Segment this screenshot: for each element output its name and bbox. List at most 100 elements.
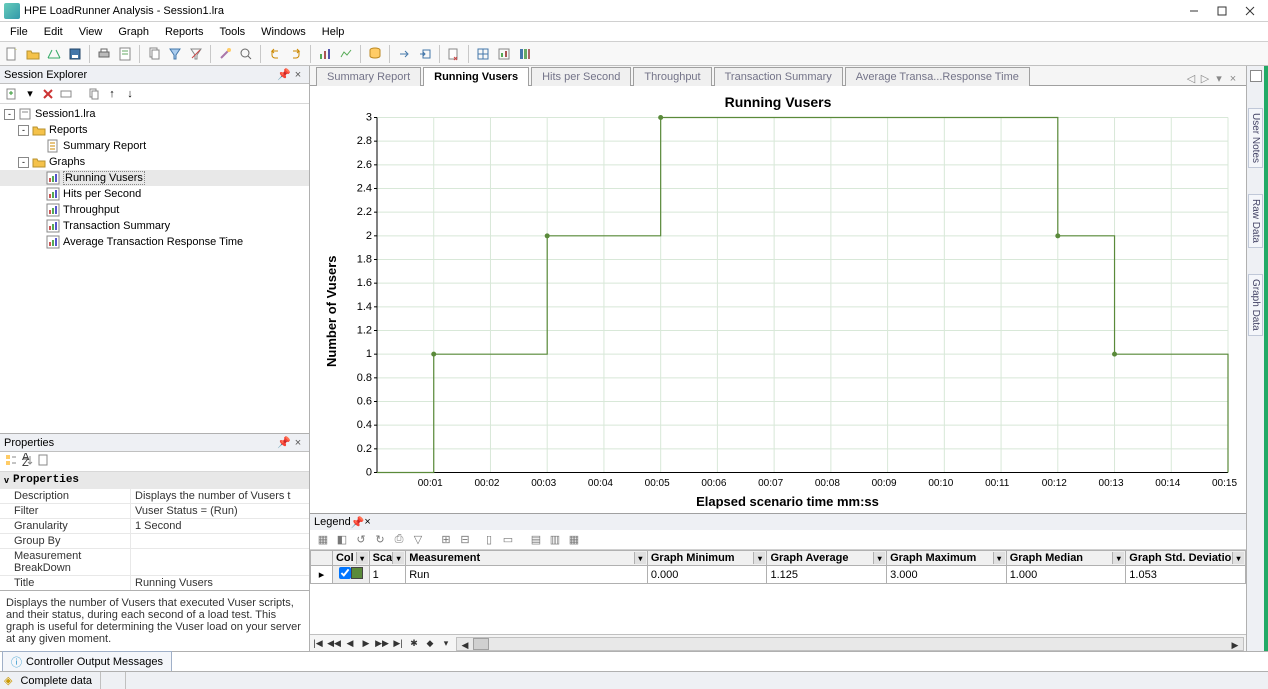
session-tree[interactable]: -Session1.lra-ReportsSummary Report-Grap… (0, 104, 309, 433)
prop-page-icon[interactable] (36, 453, 50, 470)
dropdown-icon[interactable]: ▾ (1112, 552, 1124, 564)
up-arrow-icon[interactable]: ↑ (104, 86, 120, 102)
dropdown-icon[interactable]: ▾ (993, 552, 1005, 564)
legend-col-header[interactable]: Col▾ (332, 551, 369, 566)
categorize-icon[interactable] (4, 453, 18, 470)
tab-running-vusers[interactable]: Running Vusers (423, 67, 529, 86)
tab-average-transa-response-time[interactable]: Average Transa...Response Time (845, 67, 1030, 86)
arrow-right-icon[interactable] (394, 44, 414, 64)
menu-view[interactable]: View (71, 24, 111, 40)
legend-tool-icon[interactable]: ⊞ (437, 531, 455, 549)
open-folder-icon[interactable] (23, 44, 43, 64)
legend-tool-icon[interactable]: ▯ (480, 531, 498, 549)
star-icon[interactable]: ✱ (406, 636, 422, 652)
legend-col-header[interactable]: Graph Maximum▾ (887, 551, 1007, 566)
dropdown-icon[interactable]: ▾ (753, 552, 765, 564)
legend-col-header[interactable]: Graph Median▾ (1006, 551, 1126, 566)
close-icon[interactable]: × (291, 69, 305, 81)
menu-help[interactable]: Help (314, 24, 353, 40)
close-icon[interactable]: × (291, 437, 305, 449)
legend-col-header[interactable]: Measurement▾ (406, 551, 648, 566)
expander-icon[interactable]: - (18, 157, 29, 168)
rail-toggle-icon[interactable] (1250, 70, 1262, 82)
menu-edit[interactable]: Edit (36, 24, 71, 40)
legend-tool-icon[interactable]: ↻ (371, 531, 389, 549)
first-icon[interactable]: |◀ (310, 636, 326, 652)
tree-graph-item[interactable]: Throughput (0, 202, 309, 218)
bookmark-icon[interactable]: ◆ (422, 636, 438, 652)
tab-transaction-summary[interactable]: Transaction Summary (714, 67, 843, 86)
dropdown-icon[interactable]: ▾ (22, 86, 38, 102)
legend-col-header[interactable]: Graph Average▾ (767, 551, 887, 566)
tree-report-item[interactable]: Summary Report (0, 138, 309, 154)
pin-icon[interactable]: 📌 (351, 516, 365, 529)
undo-icon[interactable] (265, 44, 285, 64)
property-row[interactable]: FilterVuser Status = (Run) (0, 503, 309, 518)
legend-col-header[interactable]: Graph Std. Deviation▾ (1126, 551, 1246, 566)
redo-icon[interactable] (286, 44, 306, 64)
add-icon[interactable] (4, 86, 20, 102)
copy-icon[interactable] (144, 44, 164, 64)
tree-graph-item[interactable]: Running Vusers (0, 170, 309, 186)
maximize-button[interactable] (1208, 2, 1236, 20)
menu-tools[interactable]: Tools (211, 24, 253, 40)
property-row[interactable]: DescriptionDisplays the number of Vusers… (0, 488, 309, 503)
legend-tool-icon[interactable]: ⎙ (390, 531, 408, 549)
dropdown-icon[interactable]: ▾ (438, 636, 454, 652)
legend-col-header[interactable]: Graph Minimum▾ (647, 551, 767, 566)
db-icon[interactable] (365, 44, 385, 64)
legend-tool-icon[interactable]: ▦ (314, 531, 332, 549)
pin-icon[interactable]: 📌 (277, 436, 291, 449)
dropdown-icon[interactable]: ▾ (634, 552, 646, 564)
wand-icon[interactable] (215, 44, 235, 64)
legend-tool-icon[interactable]: ↺ (352, 531, 370, 549)
tab-close-icon[interactable]: × (1226, 73, 1240, 85)
funnel-icon[interactable]: ▽ (409, 531, 427, 549)
tree-graph-item[interactable]: Hits per Second (0, 186, 309, 202)
delete-icon[interactable] (40, 86, 56, 102)
next-page-icon[interactable]: ▶▶ (374, 636, 390, 652)
legend-tool-icon[interactable]: ◧ (333, 531, 351, 549)
controller-output-tab[interactable]: ⓘ Controller Output Messages (2, 651, 172, 673)
legend-tool-icon[interactable]: ▥ (546, 531, 564, 549)
legend-row[interactable]: ▸1Run0.0001.1253.0001.0001.053 (311, 566, 1246, 584)
legend-tool-icon[interactable]: ▦ (565, 531, 583, 549)
export-icon[interactable] (444, 44, 464, 64)
legend-tool-icon[interactable]: ▭ (499, 531, 517, 549)
record-navigator[interactable]: |◀ ◀◀ ◀ ▶ ▶▶ ▶| ✱ ◆ ▾ ◀▶ (310, 634, 1246, 652)
expander-icon[interactable]: - (4, 109, 15, 120)
dropdown-icon[interactable]: ▾ (1232, 552, 1244, 564)
rail-user-notes[interactable]: User Notes (1248, 108, 1263, 168)
sort-az-icon[interactable]: AZ (20, 453, 34, 470)
new-icon[interactable] (2, 44, 22, 64)
stats-icon[interactable] (494, 44, 514, 64)
copy-node-icon[interactable] (86, 86, 102, 102)
property-row[interactable]: Granularity1 Second (0, 518, 309, 533)
tab-menu-icon[interactable]: ▾ (1212, 72, 1226, 85)
dropdown-icon[interactable]: ▾ (873, 552, 885, 564)
tab-throughput[interactable]: Throughput (633, 67, 711, 86)
property-row[interactable]: TitleRunning Vusers (0, 575, 309, 590)
tree-session[interactable]: -Session1.lra (0, 106, 309, 122)
tab-next-icon[interactable]: ▷ (1198, 72, 1212, 85)
tab-prev-icon[interactable]: ◁ (1184, 72, 1198, 85)
rail-raw-data[interactable]: Raw Data (1248, 194, 1263, 248)
h-scrollbar[interactable]: ◀▶ (456, 637, 1244, 651)
tab-hits-per-second[interactable]: Hits per Second (531, 67, 631, 86)
legend-tool-icon[interactable]: ⊟ (456, 531, 474, 549)
close-icon[interactable]: × (364, 516, 370, 528)
menu-file[interactable]: File (2, 24, 36, 40)
report-icon[interactable] (115, 44, 135, 64)
arrow-window-icon[interactable] (415, 44, 435, 64)
legend-col-header[interactable] (311, 551, 333, 566)
print-icon[interactable] (94, 44, 114, 64)
tab-summary-report[interactable]: Summary Report (316, 67, 421, 86)
chart-bar-icon[interactable] (315, 44, 335, 64)
pin-icon[interactable]: 📌 (277, 68, 291, 81)
save-icon[interactable] (65, 44, 85, 64)
funnel-icon[interactable] (165, 44, 185, 64)
cross-icon[interactable] (44, 44, 64, 64)
dropdown-icon[interactable]: ▾ (356, 552, 368, 564)
legend-checkbox[interactable] (339, 567, 351, 579)
table-icon[interactable] (473, 44, 493, 64)
